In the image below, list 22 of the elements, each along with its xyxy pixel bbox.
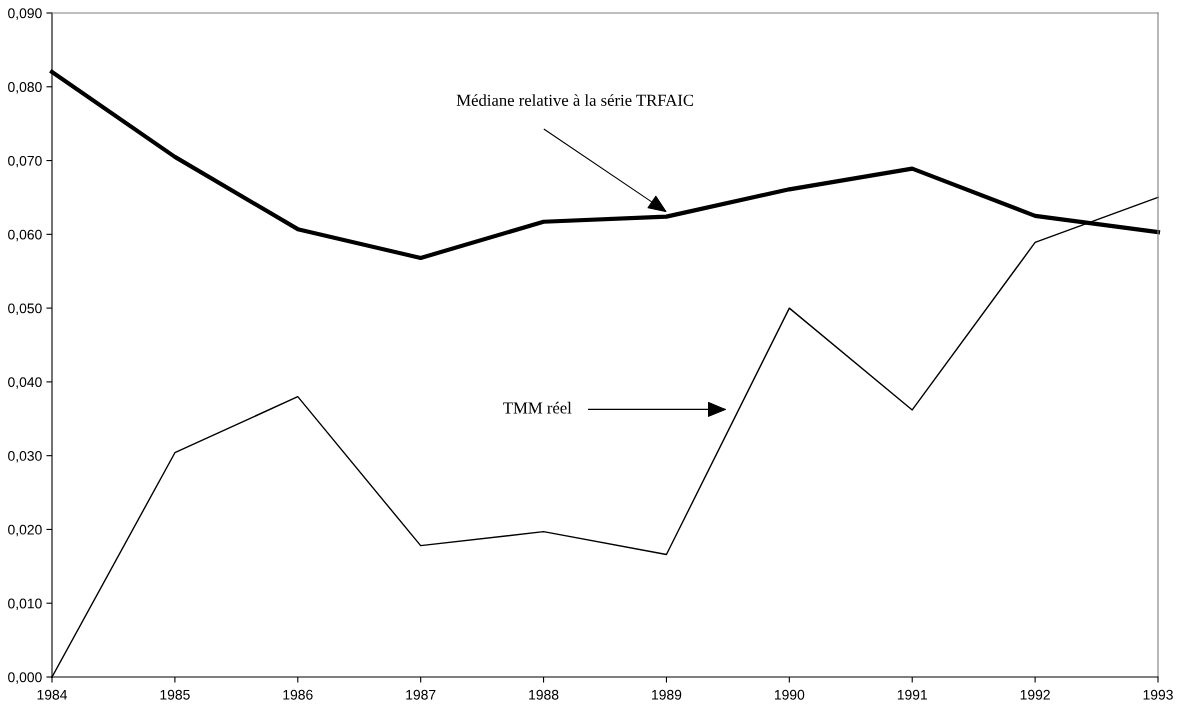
x-tick-label: 1992 [1020, 689, 1050, 700]
y-tick-label: 0,050 [8, 303, 42, 315]
x-tick-label: 1990 [774, 689, 805, 700]
y-tick-label: 0,000 [8, 672, 42, 684]
y-tick-label: 0,080 [8, 82, 42, 94]
x-tick-label: 1986 [283, 689, 313, 700]
x-tick-label: 1991 [897, 689, 927, 700]
y-tick-label: 0,040 [8, 377, 42, 389]
x-tick-label: 1987 [406, 689, 436, 700]
x-tick-label: 1985 [160, 689, 190, 700]
annotation: TMM réel [503, 401, 572, 414]
y-tick-label: 0,070 [8, 155, 42, 168]
y-tick-label: 0,030 [8, 451, 42, 463]
y-tick-label: 0,010 [8, 598, 42, 611]
annotation: Médiane relative à la série TRFAIC [456, 94, 694, 106]
y-tick-label: 0,020 [8, 524, 42, 537]
x-tick-label: 1993 [1143, 689, 1173, 700]
x-tick-label: 1984 [37, 689, 68, 700]
y-tick-label: 0,060 [8, 229, 42, 242]
x-tick-label: 1988 [529, 689, 559, 700]
x-tick-label: 1989 [652, 689, 682, 700]
y-tick-label: 0,090 [8, 8, 42, 20]
